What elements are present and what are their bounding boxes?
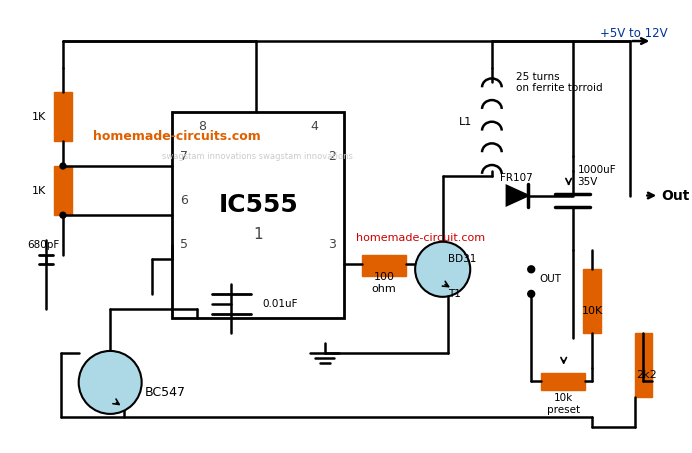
Circle shape: [415, 242, 471, 297]
Text: 680pF: 680pF: [28, 240, 60, 250]
Text: 0.01uF: 0.01uF: [263, 299, 298, 309]
Text: 4: 4: [311, 120, 319, 133]
Bar: [635, 333, 653, 397]
Bar: [172, 112, 345, 318]
Text: BD31: BD31: [448, 255, 476, 265]
Bar: [541, 372, 585, 390]
Bar: [54, 166, 72, 215]
Text: homemade-circuits.com: homemade-circuits.com: [93, 130, 261, 143]
Text: 1: 1: [253, 227, 263, 242]
Circle shape: [528, 290, 535, 297]
Text: 8: 8: [198, 120, 206, 133]
Text: 10K: 10K: [581, 306, 603, 316]
Text: IC555: IC555: [219, 193, 298, 217]
Text: BC547: BC547: [145, 386, 185, 399]
Text: 5: 5: [180, 238, 188, 251]
Text: L1: L1: [459, 117, 472, 127]
Text: 1K: 1K: [32, 186, 46, 196]
Circle shape: [79, 351, 142, 414]
Text: 7: 7: [180, 149, 188, 163]
Text: homemade-circuit.com: homemade-circuit.com: [356, 233, 485, 243]
Text: +5V to 12V: +5V to 12V: [600, 27, 668, 40]
Circle shape: [528, 266, 535, 273]
Text: 2: 2: [329, 149, 336, 163]
Text: FR107: FR107: [500, 173, 533, 183]
Circle shape: [60, 163, 66, 169]
Text: 1K: 1K: [32, 112, 46, 122]
Bar: [583, 269, 601, 333]
Text: swagstam innovations swagstam innovations: swagstam innovations swagstam innovation…: [163, 152, 353, 161]
Circle shape: [60, 212, 66, 218]
Text: T1: T1: [448, 289, 460, 299]
Text: 25 turns
on ferrite torroid: 25 turns on ferrite torroid: [516, 72, 603, 93]
Text: 2k2: 2k2: [636, 370, 657, 380]
Bar: [54, 92, 72, 141]
Text: 6: 6: [180, 194, 188, 207]
Text: 100
ohm: 100 ohm: [372, 272, 397, 294]
Text: Out: Out: [661, 188, 689, 202]
Bar: [362, 255, 406, 276]
Text: 1000uF
35V: 1000uF 35V: [577, 165, 616, 187]
Text: OUT: OUT: [539, 274, 561, 284]
Text: 10k
preset: 10k preset: [547, 393, 580, 415]
Text: 3: 3: [329, 238, 336, 251]
Polygon shape: [507, 186, 528, 205]
